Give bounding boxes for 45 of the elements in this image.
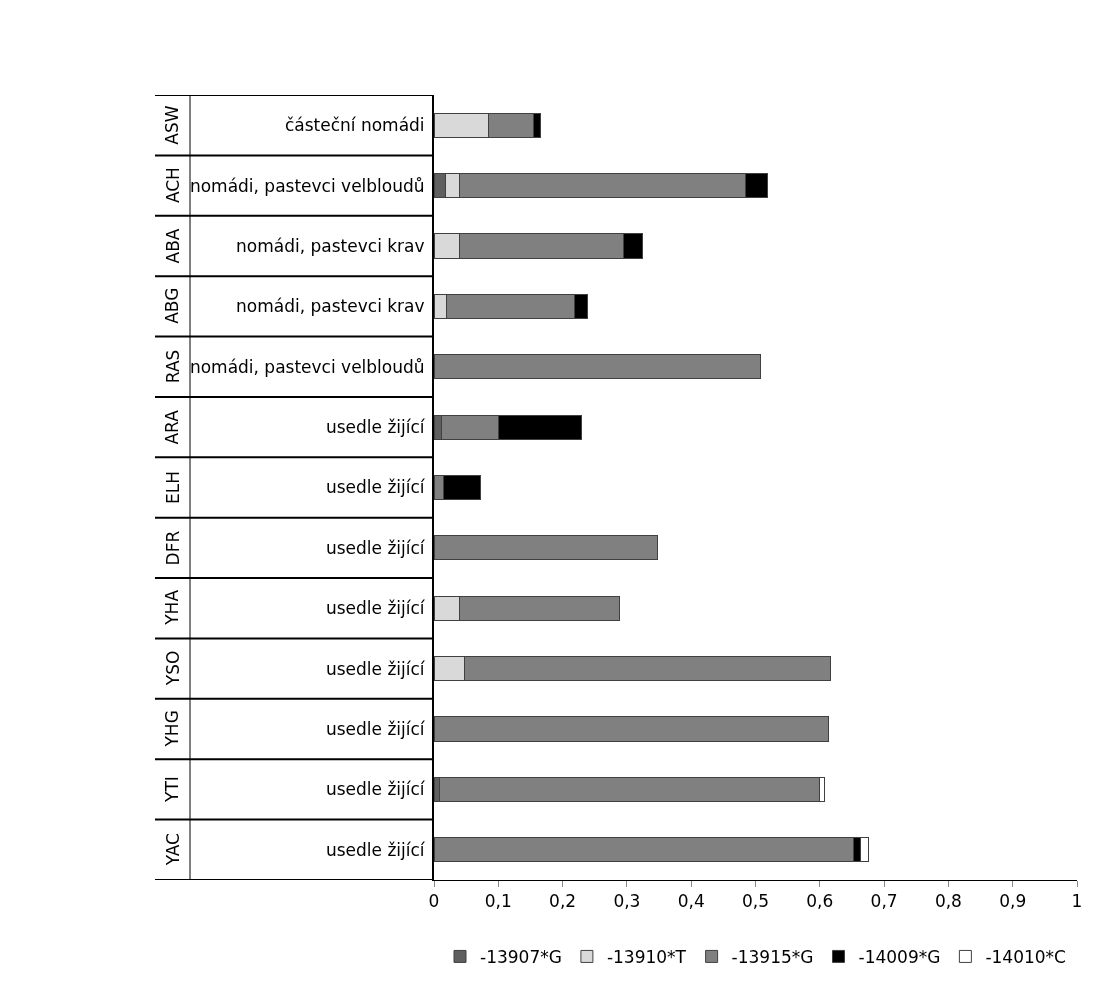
y-tick-label: nomádi, pastevci krav <box>236 235 425 256</box>
y-tick-label: usedle žijící <box>325 658 426 679</box>
text: ACH <box>162 167 183 204</box>
y-tick-label: usedle žijící <box>325 779 426 800</box>
text: YHG <box>162 710 183 748</box>
x-tick-label: 0,1 <box>484 891 512 912</box>
y-tick-label: nomádi, pastevci velbloudů <box>189 175 425 196</box>
text: ABG <box>162 287 183 324</box>
y-tick-label: usedle žijící <box>325 839 426 860</box>
x-tick-label: 0 <box>428 891 440 912</box>
x-tick-label: 0,2 <box>549 891 577 912</box>
x-tick-label: 0,3 <box>613 891 641 912</box>
y-tick-label: usedle žijící <box>325 537 426 558</box>
text: YSO <box>162 650 183 687</box>
text: ARA <box>162 409 183 445</box>
x-tick-label: 1 <box>1071 891 1083 912</box>
legend-label: -13915*G <box>731 947 814 968</box>
y-tick-label: usedle žijící <box>325 417 426 438</box>
x-tick-label: 0,5 <box>741 891 770 912</box>
x-tick-label: 0,8 <box>934 891 962 912</box>
legend-label: -13910*T <box>606 947 687 968</box>
text: ASW <box>162 105 183 145</box>
text: ABA <box>162 228 183 264</box>
text: YTI <box>162 776 183 803</box>
bar <box>434 354 761 380</box>
y-tick-label: usedle žijící <box>325 718 426 739</box>
text: RAS <box>162 349 183 384</box>
y-tick-label: nomádi, pastevci velbloudů <box>189 356 425 377</box>
x-tick-label: 0,9 <box>999 891 1027 912</box>
legend-label: -14010*C <box>985 947 1066 968</box>
bar <box>434 535 659 561</box>
text: ELH <box>163 471 183 504</box>
x-tick-label: 0,7 <box>870 891 898 912</box>
legend-label: -13907*G <box>480 947 562 968</box>
y-tick-label: nomádi, pastevci krav <box>236 296 425 317</box>
legend-label: -14009*G <box>858 947 941 968</box>
text: YHA <box>162 589 183 626</box>
x-tick-label: 0,6 <box>806 891 834 912</box>
y-tick-label: částeční nomádi <box>284 115 425 136</box>
text: DFR <box>162 530 183 566</box>
y-tick-label: usedle žijící <box>325 477 426 498</box>
bar <box>434 716 830 742</box>
x-tick-label: 0,4 <box>677 891 705 912</box>
text: YAC <box>162 833 183 867</box>
y-tick-label: usedle žijící <box>325 598 426 619</box>
